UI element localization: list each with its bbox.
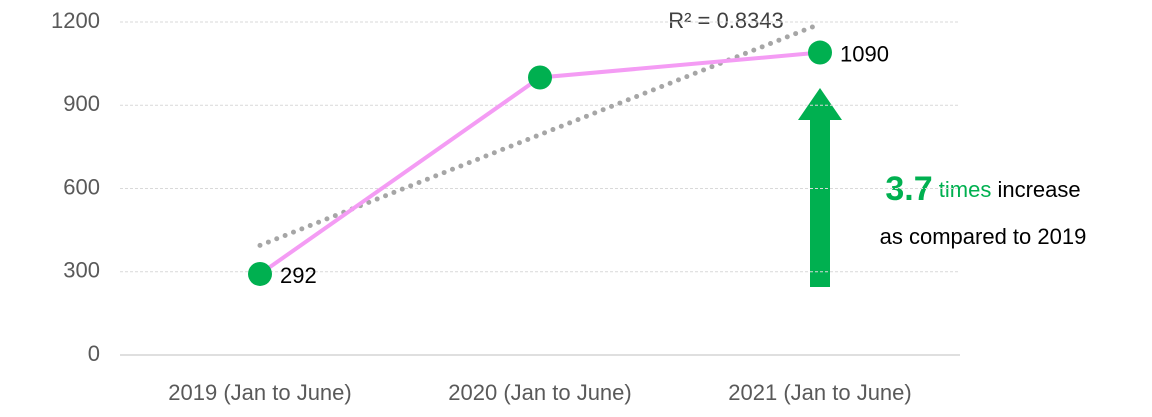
trendline (257, 21, 823, 248)
r-squared-label: R² = 0.8343 (668, 8, 784, 33)
x-tick-label: 2019 (Jan to June) (168, 380, 351, 405)
data-point (528, 65, 552, 90)
data-label: 1090 (840, 41, 889, 66)
increase-arrow (798, 88, 842, 287)
annotation-word: times (939, 177, 992, 202)
data-label: 292 (280, 263, 317, 288)
data-point (248, 261, 272, 286)
y-tick-label: 900 (63, 91, 100, 116)
y-tick-label: 0 (88, 341, 100, 366)
y-tick-label: 1200 (51, 8, 100, 33)
annotation-line2: as compared to 2019 (880, 224, 1087, 249)
annotation-line1: 3.7 times increase (885, 170, 1080, 208)
y-tick-label: 300 (63, 258, 100, 283)
data-point (808, 40, 832, 65)
annotation-rest: increase (997, 177, 1080, 202)
annotation-number: 3.7 (885, 170, 932, 208)
x-tick-label: 2020 (Jan to June) (448, 380, 631, 405)
y-tick-label: 600 (63, 174, 100, 199)
x-tick-label: 2021 (Jan to June) (728, 380, 911, 405)
